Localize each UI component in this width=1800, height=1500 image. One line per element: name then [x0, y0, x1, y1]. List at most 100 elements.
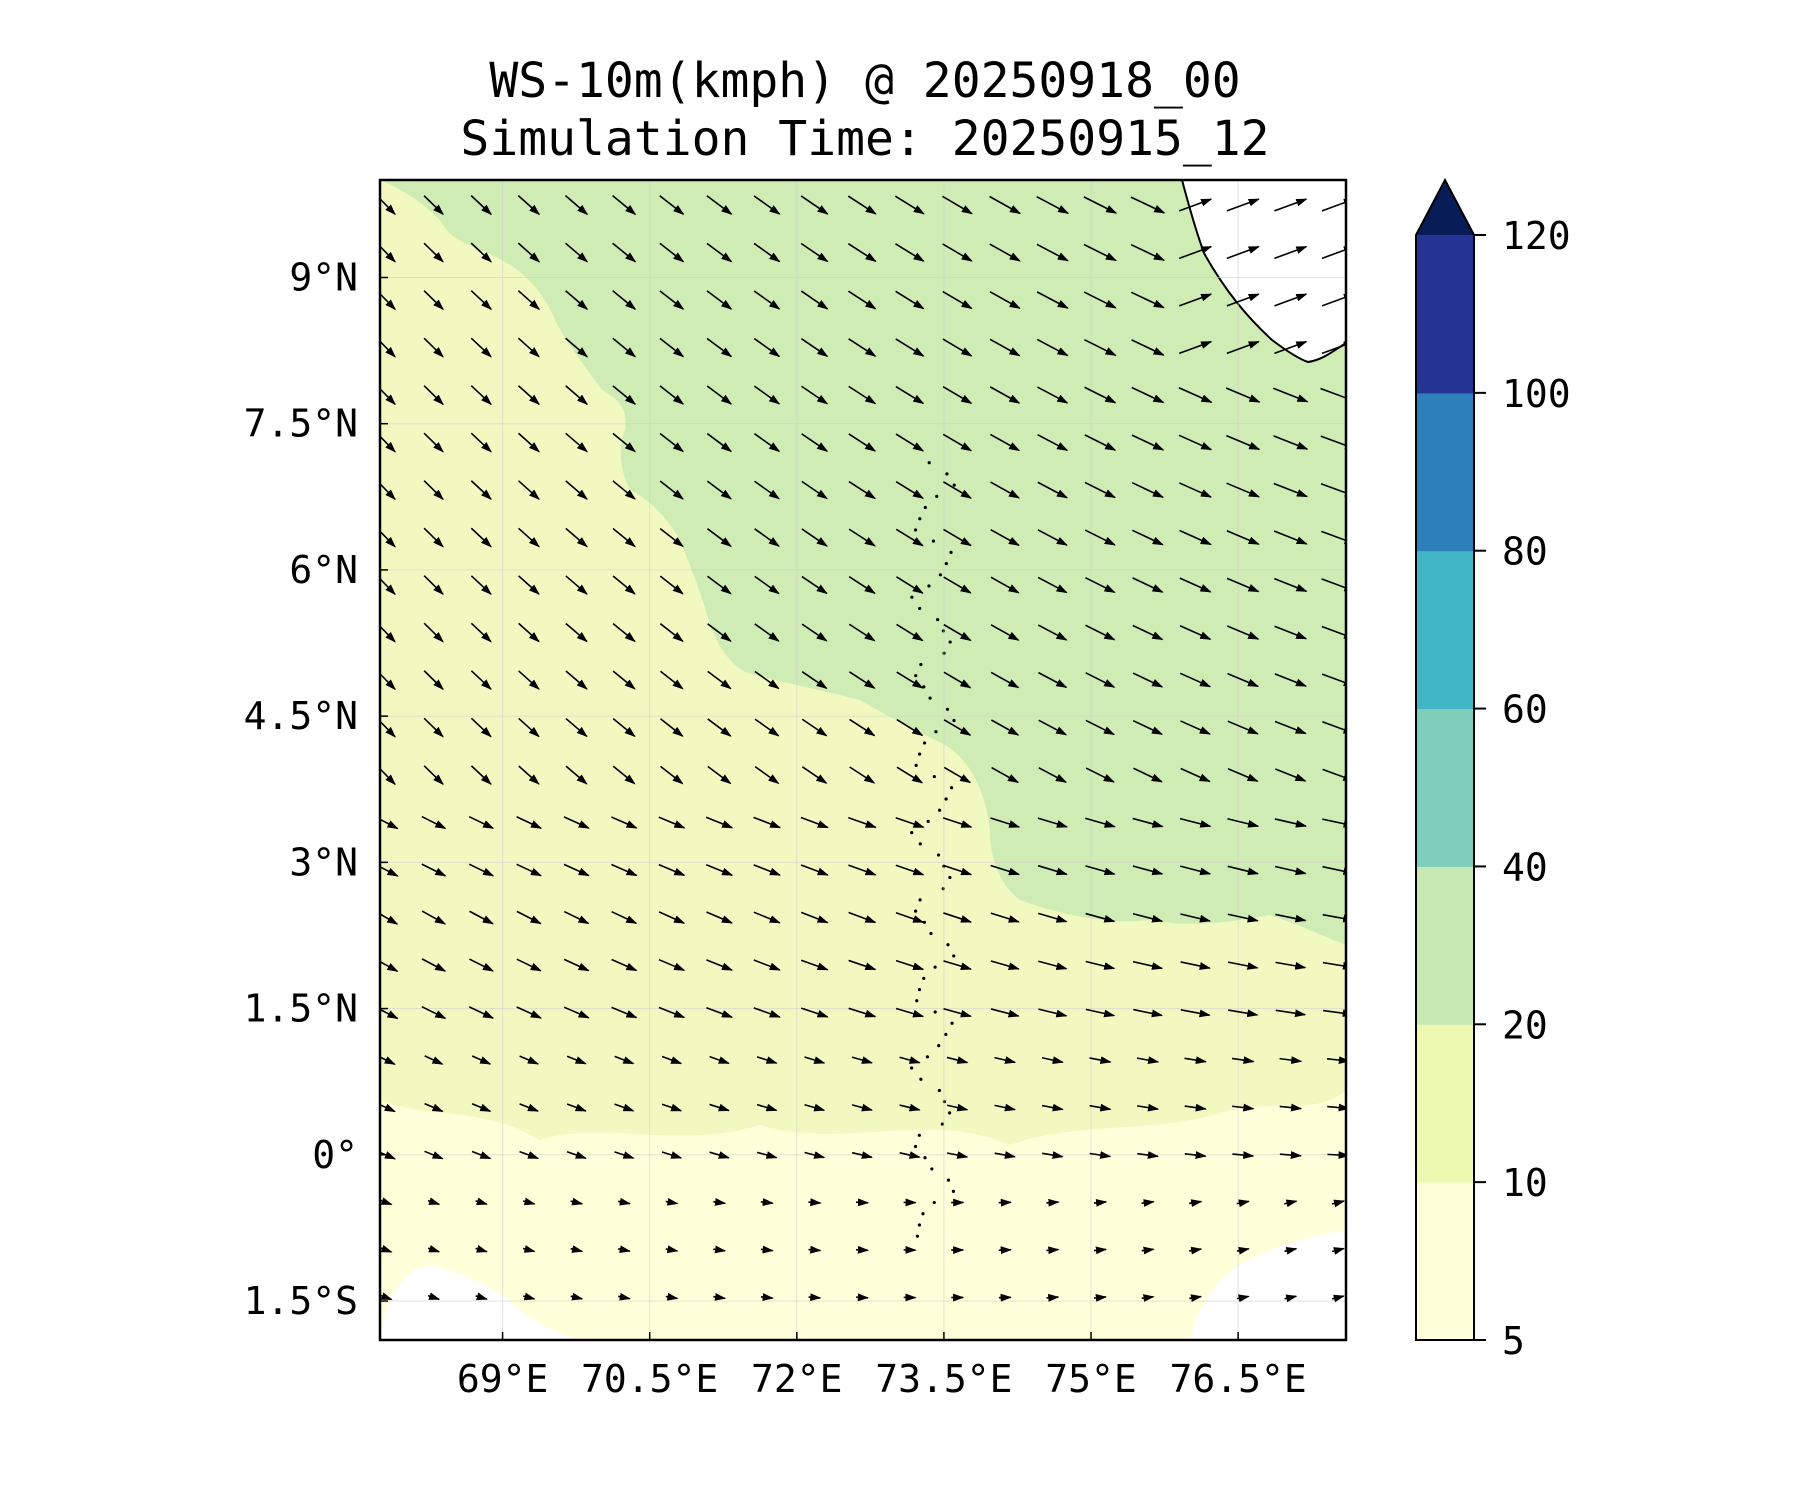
wind-arrow [423, 195, 444, 216]
wind-arrow [519, 1150, 540, 1160]
wind-arrow [942, 481, 973, 499]
wind-arrow [1179, 817, 1212, 828]
atoll-dot [915, 999, 919, 1003]
wind-arrow [1226, 198, 1260, 212]
colorbar-label: 80 [1502, 530, 1548, 574]
wind-arrow [517, 242, 541, 263]
coastline-india [1181, 180, 1346, 364]
wind-arrow [1133, 1008, 1163, 1018]
wind-arrow [519, 1055, 539, 1065]
colorbar-outline [1415, 177, 1475, 1341]
wind-arrow [1321, 293, 1346, 307]
wind-arrow [1132, 577, 1164, 593]
wind-arrow [427, 1292, 441, 1301]
map-frame [378, 178, 1348, 1342]
wind-arrow [470, 717, 492, 738]
wind-arrow [1132, 624, 1164, 641]
colorbar-label: 60 [1502, 688, 1548, 732]
wind-arrow [899, 1103, 921, 1112]
wind-arrow [522, 1197, 536, 1206]
wind-arrow [614, 1103, 635, 1112]
atoll-dot [922, 976, 926, 980]
wind-arrow [661, 1103, 683, 1112]
wind-arrow [612, 622, 636, 643]
wind-arrow [380, 292, 396, 311]
colorbar-label: 5 [1502, 1319, 1525, 1363]
wind-arrow [801, 623, 828, 642]
wind-arrow [946, 1151, 969, 1159]
wind-arrow [380, 530, 396, 548]
wind-arrow [849, 718, 876, 737]
wind-arrow [706, 911, 733, 924]
wind-arrow [1130, 196, 1166, 214]
wind-arrow [471, 1150, 492, 1160]
wind-arrow [1036, 243, 1069, 262]
wind-arrow [800, 195, 829, 215]
map-gridlines [380, 180, 1346, 1340]
wind-arrow [565, 670, 588, 690]
wind-arrow [565, 575, 588, 595]
atoll-dot [919, 662, 923, 667]
wind-arrow [1085, 912, 1116, 923]
wind-arrow [612, 242, 637, 263]
wind-arrow [1232, 1151, 1255, 1159]
wind-arrow [801, 385, 829, 405]
wind-arrow [990, 528, 1020, 547]
wind-arrow [1274, 625, 1308, 640]
wind-arrow [851, 1151, 873, 1159]
wind-speed-field [380, 180, 1346, 1340]
colorbar-label: 100 [1502, 372, 1571, 416]
wind-arrow [1132, 817, 1164, 828]
wind-arrow [1279, 1151, 1303, 1159]
atoll-dot [951, 1189, 956, 1193]
wind-arrow [946, 1056, 969, 1064]
wind-arrow [808, 1245, 822, 1254]
colorbar-extend-arrow [1416, 180, 1474, 235]
wind-arrow [614, 1151, 635, 1159]
wind-arrow [1042, 1151, 1064, 1159]
atoll-dot [945, 472, 949, 476]
wind-arrow [516, 1006, 542, 1019]
atoll-dot [918, 752, 922, 756]
wind-arrow [895, 243, 925, 262]
wind-arrow [565, 527, 588, 548]
atoll-dot [948, 875, 952, 880]
wind-arrow [851, 1056, 874, 1064]
wind-arrow [618, 1245, 631, 1254]
wind-arrow [1184, 1103, 1207, 1112]
wind-arrow [707, 718, 732, 737]
atoll-dot [910, 831, 914, 835]
wind-arrow [754, 480, 780, 500]
wind-arrow [942, 817, 973, 828]
wind-arrow [565, 622, 588, 643]
wind-arrow [665, 1292, 679, 1301]
atoll-dot [914, 674, 918, 678]
wind-arrow [800, 864, 829, 876]
wind-arrow [517, 290, 541, 311]
wind-arrow [1131, 339, 1165, 356]
x-tick-label: 76.5°E [1169, 1357, 1306, 1401]
wind-arrow [660, 765, 684, 785]
wind-arrow [1332, 1294, 1345, 1303]
wind-arrow [856, 1293, 870, 1302]
wind-arrow [1189, 1294, 1203, 1303]
wind-arrow [1273, 435, 1309, 450]
wind-arrow [942, 195, 973, 215]
field-below-5-southwest [380, 1265, 580, 1340]
atoll-dot [937, 1044, 941, 1048]
wind-arrow [421, 910, 447, 925]
wind-arrow [421, 815, 447, 830]
atoll-dot [948, 640, 952, 644]
wind-arrow [1180, 913, 1212, 923]
wind-arrow [470, 527, 492, 548]
wind-arrow [1089, 1103, 1112, 1112]
colorbar-label: 40 [1502, 845, 1548, 889]
wind-arrow [1273, 530, 1308, 545]
field-band-20-40 [380, 180, 1346, 945]
wind-arrow [380, 767, 396, 786]
wind-arrow [612, 337, 637, 358]
wind-arrow [804, 1151, 826, 1159]
atoll-dot [918, 842, 922, 846]
wind-arrow [851, 1103, 874, 1112]
wind-arrow [612, 670, 636, 690]
